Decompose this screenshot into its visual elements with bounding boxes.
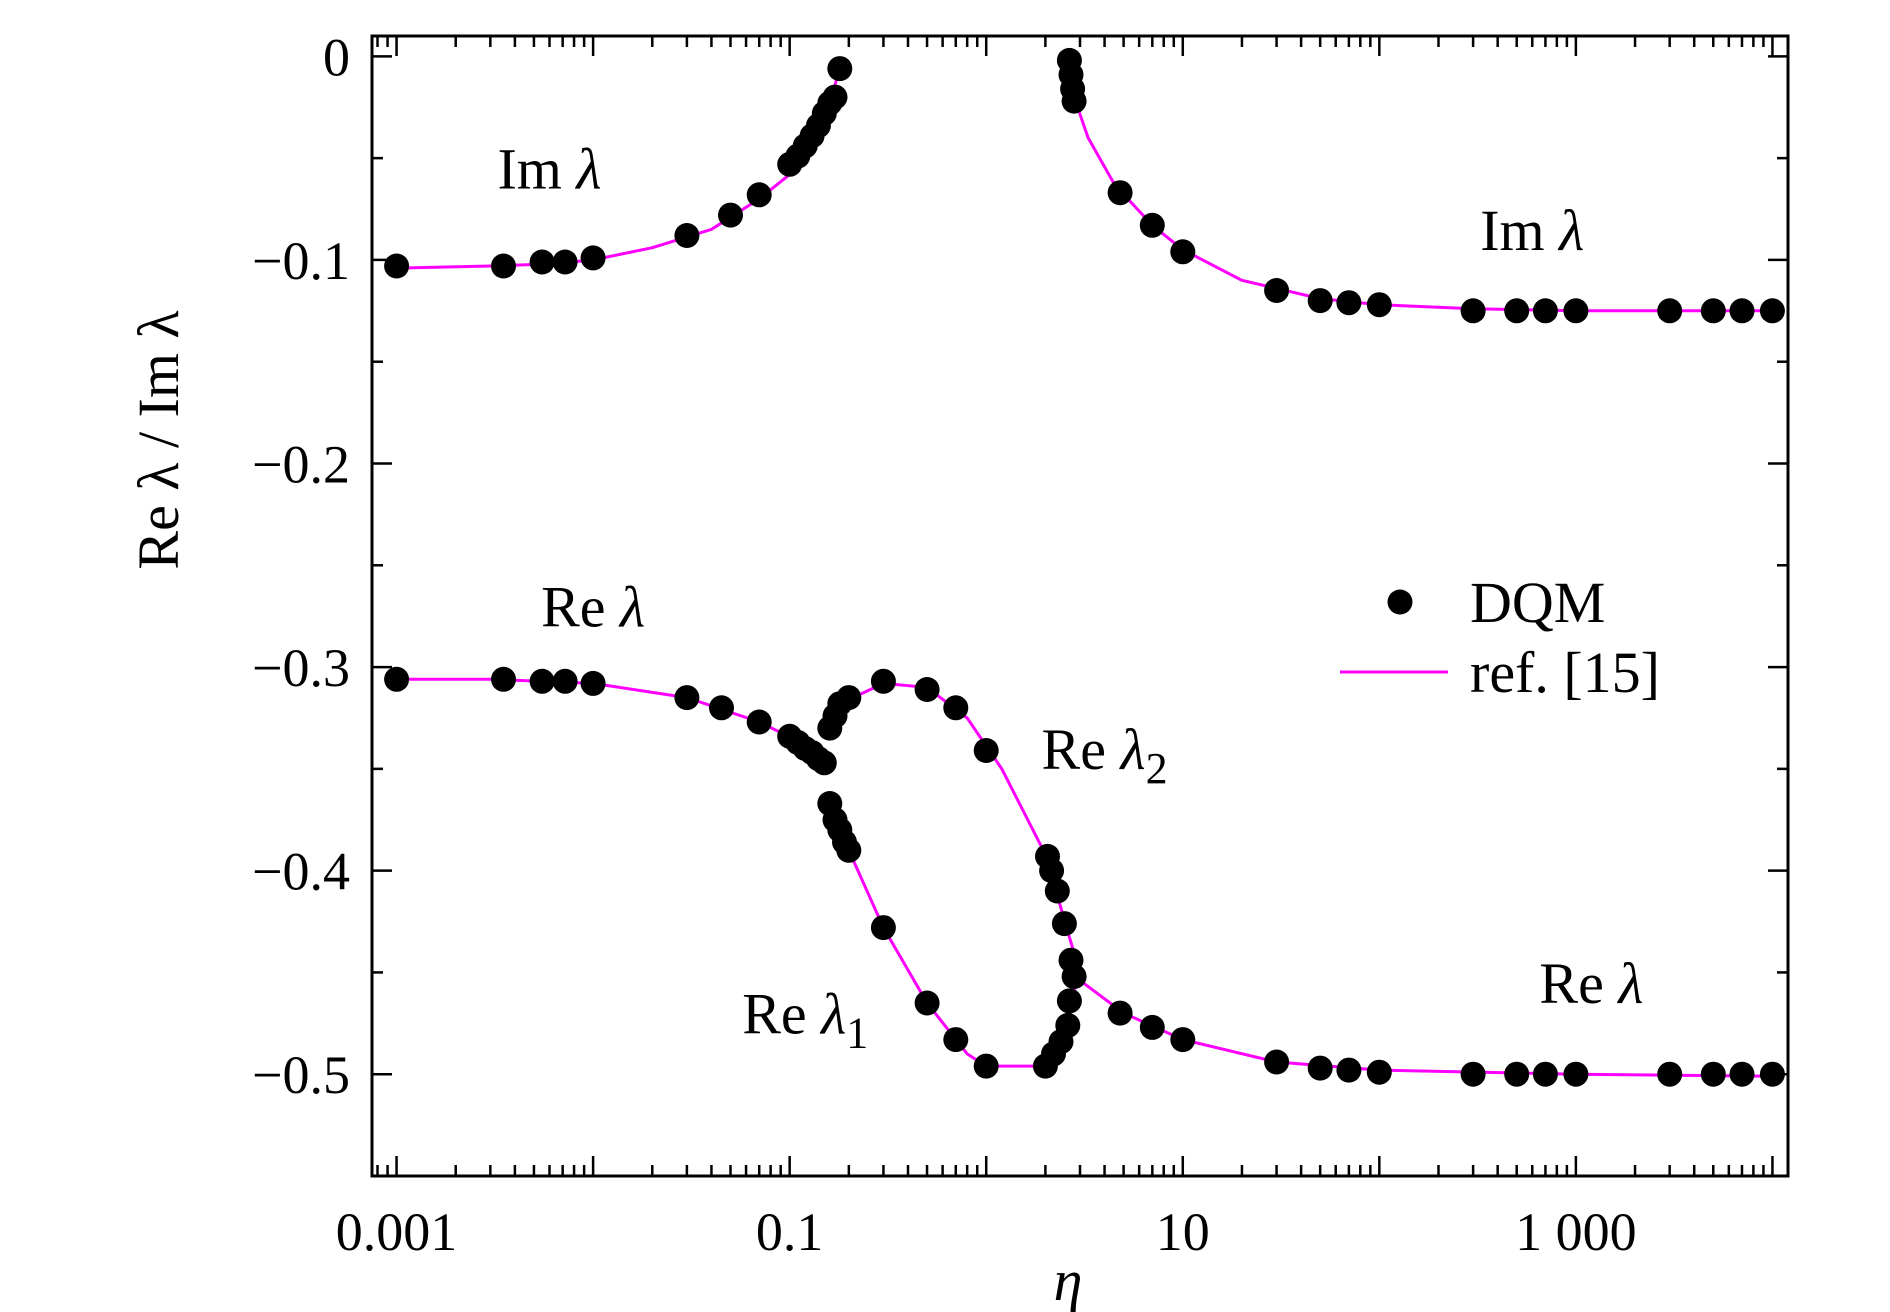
x-tick-label: 1 000 xyxy=(1515,1202,1637,1262)
dqm-point xyxy=(1044,878,1070,904)
dqm-point xyxy=(1170,1027,1196,1053)
dqm-point xyxy=(384,253,410,279)
annotation-label: Re λ xyxy=(541,574,645,639)
dqm-point xyxy=(1107,1000,1133,1026)
x-tick-label: 0.001 xyxy=(336,1202,458,1262)
dqm-point xyxy=(1107,180,1133,206)
dqm-point xyxy=(870,668,896,694)
dqm-point xyxy=(943,1027,969,1053)
dqm-point xyxy=(1460,1061,1486,1087)
annotation-label: Re λ1 xyxy=(742,982,868,1058)
dqm-point xyxy=(811,750,837,776)
dqm-point xyxy=(746,182,772,208)
dqm-point xyxy=(1139,212,1165,238)
dqm-point xyxy=(1700,298,1726,324)
dqm-point xyxy=(674,685,700,711)
dqm-point xyxy=(529,249,555,275)
dqm-point xyxy=(1532,298,1558,324)
dqm-point xyxy=(822,84,848,110)
annotations: Im λ Im λ Re λ Re λ2 Re λ1 Re λ xyxy=(497,137,1643,1058)
dqm-point xyxy=(1532,1061,1558,1087)
annotation-label: Im λ xyxy=(1480,198,1584,263)
dqm-point xyxy=(746,709,772,735)
annotation-label: Re λ xyxy=(1539,951,1643,1016)
dqm-point xyxy=(1336,1057,1362,1083)
dqm-point xyxy=(1366,292,1392,318)
dqm-point xyxy=(870,915,896,941)
dqm-point xyxy=(1264,1049,1290,1075)
dqm-point xyxy=(1657,298,1683,324)
dqm-point xyxy=(1460,298,1486,324)
y-tick-label: −0.4 xyxy=(252,842,350,902)
dqm-point xyxy=(1051,911,1077,937)
dqm-point xyxy=(1264,278,1290,303)
dqm-point xyxy=(1170,239,1196,265)
dqm-point xyxy=(1700,1061,1726,1087)
dqm-point xyxy=(709,695,734,721)
dqm-point xyxy=(973,1053,999,1079)
dqm-point xyxy=(1366,1059,1392,1085)
dqm-point xyxy=(836,837,862,863)
dqm-point xyxy=(1336,290,1362,316)
axis-ticks xyxy=(372,36,1788,1178)
dqm-point xyxy=(1061,88,1087,114)
dqm-point xyxy=(1139,1014,1165,1040)
dqm-point xyxy=(580,670,606,696)
x-axis-label: η xyxy=(1054,1248,1083,1312)
dqm-point xyxy=(1504,298,1530,324)
dqm-point xyxy=(1058,947,1084,973)
dqm-point xyxy=(1307,288,1333,314)
dqm-point xyxy=(1307,1055,1333,1081)
dqm-point xyxy=(1657,1061,1683,1087)
dqm-point xyxy=(1056,988,1082,1014)
dqm-point xyxy=(1504,1061,1530,1087)
annotation-label: Re λ2 xyxy=(1042,717,1168,793)
y-tick-label: −0.2 xyxy=(252,435,350,495)
dqm-point xyxy=(1055,1012,1081,1038)
dqm-point xyxy=(1729,1061,1755,1087)
legend-label: ref. [15] xyxy=(1470,640,1660,705)
dqm-point xyxy=(1563,298,1589,324)
dqm-point xyxy=(914,990,940,1016)
dqm-point xyxy=(827,56,853,82)
dqm-point xyxy=(552,249,578,275)
dqm-point xyxy=(718,202,743,228)
dqm-point xyxy=(491,666,516,692)
dqm-point xyxy=(1729,298,1755,324)
x-tick-label: 0.1 xyxy=(756,1202,824,1262)
annotation-label: Im λ xyxy=(497,137,601,202)
dqm-point xyxy=(914,677,940,702)
dqm-point xyxy=(674,223,700,248)
dqm-point xyxy=(552,668,578,694)
dqm-point xyxy=(1563,1061,1589,1087)
y-tick-label: 0 xyxy=(323,27,350,87)
dqm-point xyxy=(943,695,969,721)
dqm-point xyxy=(580,245,606,271)
dqm-point xyxy=(973,738,999,763)
legend-marker-dqm xyxy=(1387,589,1413,615)
dqm-point xyxy=(1759,298,1785,324)
dqm-point xyxy=(529,668,555,694)
y-axis-label: Re λ / Im λ xyxy=(126,310,191,569)
x-tick-label: 10 xyxy=(1156,1202,1210,1262)
dqm-point xyxy=(384,666,410,692)
dqm-point xyxy=(1035,843,1060,869)
dqm-point xyxy=(491,253,516,279)
reference-curve-segment xyxy=(396,66,842,270)
reference-curve-segment xyxy=(1066,62,1773,313)
tick-labels: 0.001 0.1 10 1 000 0 −0.1 −0.2 −0.3 −0.4 −0.5 xyxy=(252,27,1637,1262)
y-tick-label: −0.3 xyxy=(252,638,350,698)
y-tick-label: −0.1 xyxy=(252,231,350,291)
dqm-point xyxy=(836,685,862,711)
dqm-points xyxy=(384,47,1785,1087)
legend-label: DQM xyxy=(1470,570,1605,635)
y-tick-label: −0.5 xyxy=(252,1045,350,1105)
